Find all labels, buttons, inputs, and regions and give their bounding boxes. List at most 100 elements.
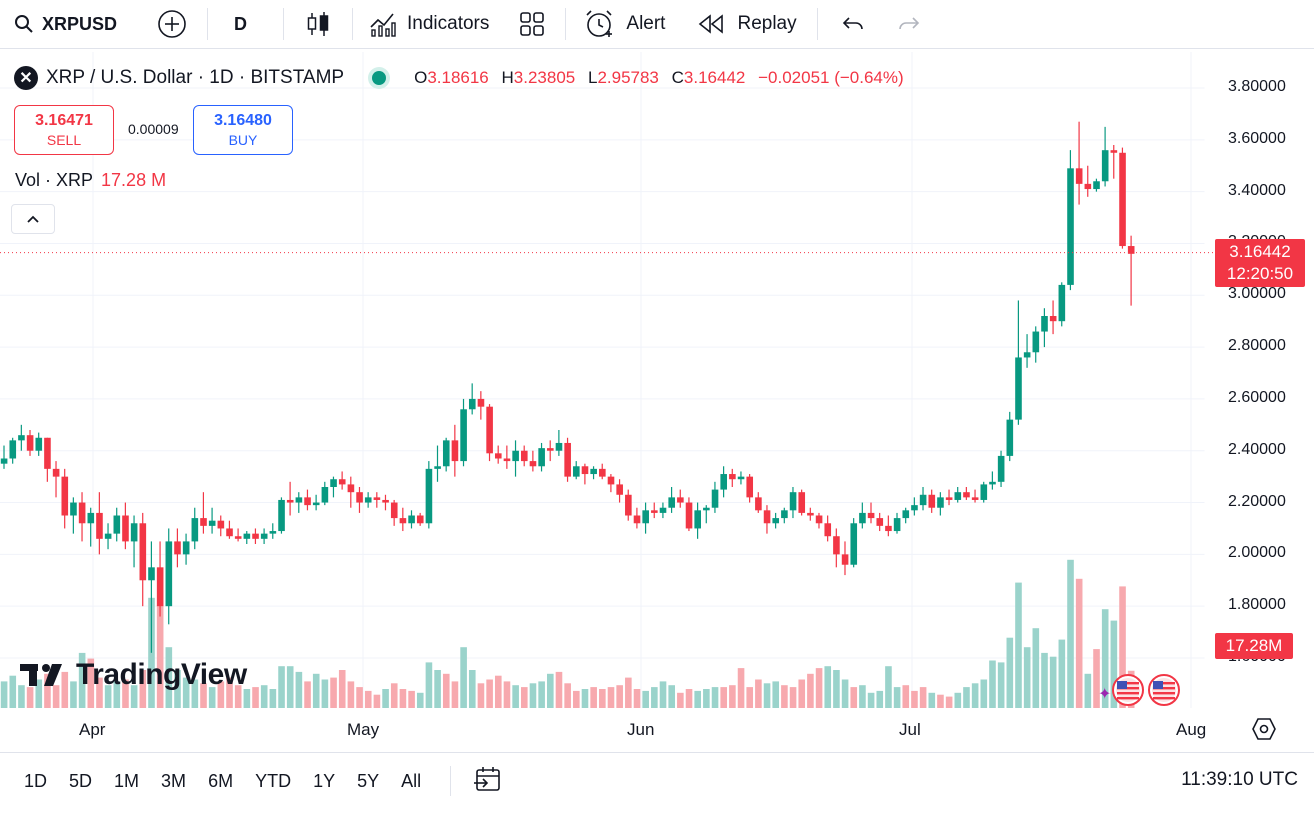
candle-body: [1075, 168, 1083, 184]
replay-button[interactable]: Replay: [685, 0, 816, 48]
close-value: 3.16442: [683, 68, 746, 87]
volume-bar: [156, 605, 164, 708]
candle-body: [677, 497, 684, 503]
candle-body: [1110, 150, 1118, 153]
collapse-legend-button[interactable]: [11, 204, 55, 234]
candle-body: [902, 510, 910, 519]
candle-body: [191, 518, 199, 542]
sell-button[interactable]: 3.16471 SELL: [14, 105, 114, 155]
candle-body: [477, 398, 485, 407]
rewind-icon: [699, 14, 724, 34]
volume-bar: [460, 647, 467, 708]
candle-body: [373, 497, 381, 500]
watermark-text: TradingView: [76, 658, 247, 691]
volume-bar: [44, 673, 51, 708]
candle-body: [382, 499, 389, 503]
undo-button[interactable]: [818, 0, 878, 48]
compare-symbol-button[interactable]: [153, 0, 207, 48]
candle-body: [651, 510, 658, 513]
volume-bar: [217, 681, 225, 708]
range-1m[interactable]: 1M: [114, 770, 140, 791]
range-3m[interactable]: 3M: [161, 770, 187, 791]
candle-body: [859, 512, 866, 524]
candle-body: [252, 533, 259, 539]
volume-bar: [980, 679, 988, 708]
divider: [352, 8, 354, 40]
alert-button[interactable]: Alert: [566, 0, 685, 48]
volume-bar: [833, 670, 840, 708]
time-axis[interactable]: Apr May Jun Jul Aug: [0, 710, 1314, 750]
volume-legend[interactable]: Vol · XRP 17.28 M: [15, 170, 166, 191]
candle-body: [997, 455, 1005, 482]
divider: [816, 8, 818, 40]
interval-button[interactable]: D: [234, 13, 248, 34]
volume-bar: [625, 677, 632, 708]
volume-bar: [755, 679, 762, 708]
chart-type-button[interactable]: [284, 0, 352, 48]
volume-bar: [1015, 582, 1022, 708]
volume-bar: [703, 689, 710, 708]
candle-body: [70, 502, 77, 516]
range-1y[interactable]: 1Y: [313, 770, 336, 791]
candle-body: [364, 497, 372, 503]
volume-bar: [642, 690, 649, 708]
go-to-date-button[interactable]: [465, 764, 511, 799]
volume-bar: [451, 681, 459, 708]
volume-bar: [529, 683, 537, 708]
volume-bar: [35, 679, 43, 708]
volume-bar: [971, 683, 979, 708]
candle-body: [1067, 168, 1074, 285]
volume-bar: [286, 666, 294, 708]
candle-body: [798, 492, 806, 513]
candle-body: [347, 484, 355, 493]
symbol-search-button[interactable]: XRPUSD: [0, 0, 153, 48]
volume-bar: [893, 687, 901, 708]
candle-body: [954, 492, 962, 500]
volume-bar: [512, 685, 519, 708]
time-label-apr: Apr: [79, 720, 106, 739]
volume-bar: [139, 670, 147, 708]
range-all[interactable]: All: [401, 770, 422, 791]
volume-bar: [590, 687, 597, 708]
range-ytd[interactable]: YTD: [255, 770, 292, 791]
volume-bar: [113, 681, 121, 708]
candle-body: [243, 533, 251, 539]
volume-bar: [963, 687, 970, 708]
candle-body: [503, 458, 511, 462]
buy-button[interactable]: 3.16480 BUY: [193, 105, 293, 155]
range-6m[interactable]: 6M: [208, 770, 234, 791]
candle-body: [156, 567, 164, 607]
symbol-title[interactable]: XRP / U.S. Dollar · 1D · BITSTAMP: [46, 67, 345, 88]
svg-text:✦: ✦: [1098, 684, 1111, 703]
volume-bar: [928, 692, 936, 708]
divider: [207, 8, 209, 40]
price-chart[interactable]: [0, 0, 1314, 760]
volume-bar: [798, 679, 806, 708]
volume-bar: [78, 652, 86, 708]
range-5d[interactable]: 5D: [69, 770, 93, 791]
candle-body: [226, 528, 233, 537]
chart-settings-button[interactable]: [1251, 716, 1277, 747]
volume-bar: [607, 687, 615, 708]
redo-button[interactable]: [878, 0, 934, 48]
chevron-up-icon: [27, 215, 39, 223]
candle-body: [980, 484, 988, 500]
price-axis-label: 3.60000: [1228, 129, 1286, 147]
indicators-button[interactable]: Indicators: [353, 0, 507, 48]
volume-bar: [260, 685, 268, 708]
market-open-status-icon: [372, 71, 387, 85]
price-axis-label: 2.40000: [1228, 440, 1286, 458]
volume-bar: [122, 679, 129, 708]
range-5y[interactable]: 5Y: [357, 770, 380, 791]
volume-bar: [521, 687, 528, 708]
events-markers[interactable]: ✦: [1098, 673, 1188, 714]
candle-body: [122, 515, 129, 542]
layouts-button[interactable]: [507, 0, 565, 48]
candle-body: [694, 510, 701, 529]
volume-bar: [1093, 649, 1100, 708]
range-1d[interactable]: 1D: [24, 770, 48, 791]
volume-value: 17.28 M: [101, 170, 167, 190]
utc-clock[interactable]: 11:39:10 UTC: [1181, 769, 1298, 790]
candlestick-series: [0, 121, 1135, 653]
price-axis-label: 1.80000: [1228, 596, 1286, 614]
